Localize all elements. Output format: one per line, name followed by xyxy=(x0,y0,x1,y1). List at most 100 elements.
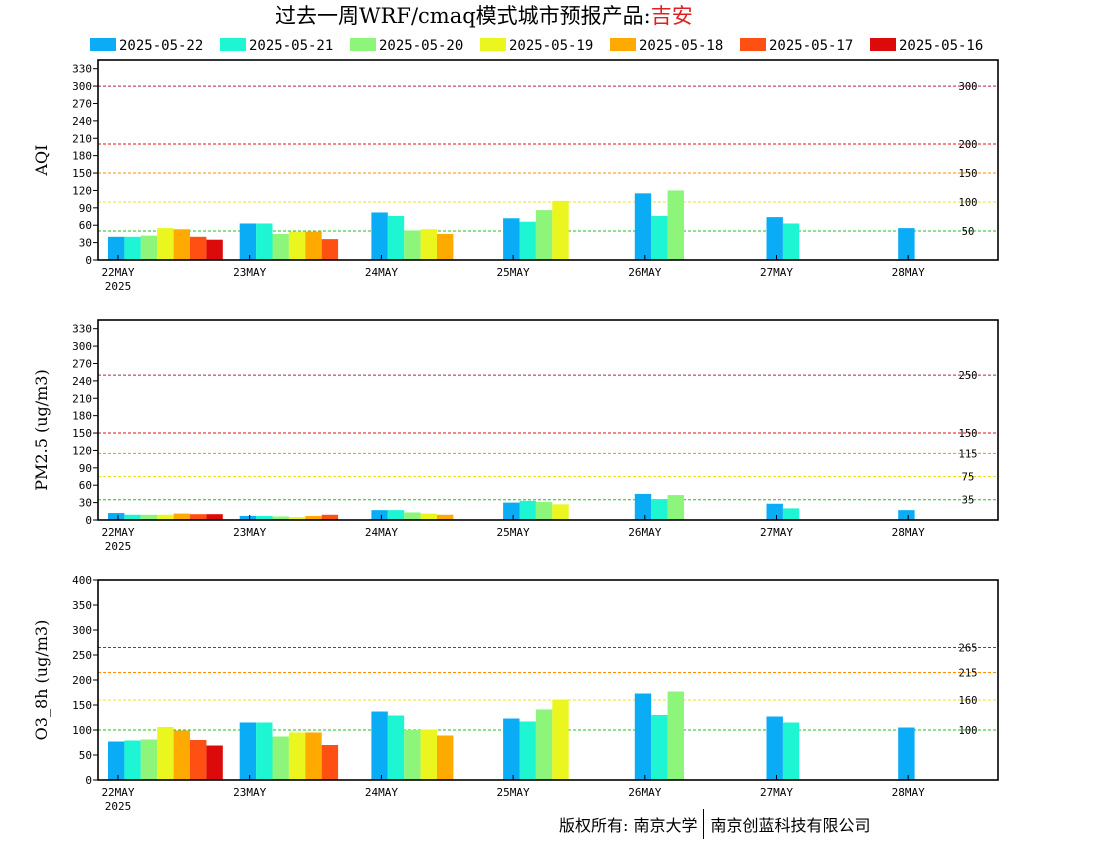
bar-2-s0-c1 xyxy=(239,722,257,780)
year-label-2: 2025 xyxy=(105,800,132,813)
bar-2-s0-c4 xyxy=(634,693,652,780)
bar-2-s6-c0 xyxy=(206,745,223,780)
ytick-label-0-6: 180 xyxy=(72,150,92,163)
bar-2-s5-c0 xyxy=(190,740,207,780)
bar-1-s2-c1 xyxy=(272,516,289,520)
reference-label-2-1: 215 xyxy=(959,668,978,680)
xtick-label-0-4: 26MAY xyxy=(628,266,661,279)
panels: 3002001501005003060901201501802102402703… xyxy=(32,59,999,813)
bar-1-s0-c2 xyxy=(371,510,388,520)
bar-2-s2-c4 xyxy=(667,691,684,780)
bar-0-s1-c1 xyxy=(256,223,273,260)
ytick-label-1-3: 90 xyxy=(79,462,92,475)
bar-1-s1-c0 xyxy=(124,514,141,520)
reference-label-1-4: 35 xyxy=(962,495,975,507)
legend-swatch-5 xyxy=(740,38,766,51)
y-axis-label-1: PM2.5 (ug/m3) xyxy=(32,369,51,490)
xtick-label-0-0: 22MAY xyxy=(101,266,134,279)
bar-0-s0-c2 xyxy=(371,212,388,260)
legend-label-0: 2025-05-22 xyxy=(119,38,203,54)
bar-2-s0-c3 xyxy=(503,718,520,780)
ytick-label-2-1: 50 xyxy=(79,749,92,762)
ytick-label-0-3: 90 xyxy=(79,202,92,215)
bar-1-s4-c0 xyxy=(173,513,190,520)
bar-0-s5-c0 xyxy=(190,236,207,260)
bar-0-s1-c2 xyxy=(387,215,405,260)
ytick-label-2-7: 350 xyxy=(72,599,92,612)
bar-2-s0-c6 xyxy=(898,727,915,780)
bar-0-s0-c4 xyxy=(634,193,652,260)
bar-1-s0-c4 xyxy=(634,493,652,520)
ytick-label-0-5: 150 xyxy=(72,167,92,180)
bar-1-s4-c1 xyxy=(305,515,322,520)
bar-1-s0-c6 xyxy=(898,510,915,520)
footer-separator xyxy=(703,809,705,839)
bar-1-s2-c2 xyxy=(404,512,421,520)
ytick-label-2-2: 100 xyxy=(72,724,92,737)
bar-1-s3-c0 xyxy=(157,514,174,520)
bar-2-s1-c0 xyxy=(124,740,141,780)
ytick-label-1-5: 150 xyxy=(72,427,92,440)
xtick-label-0-3: 25MAY xyxy=(497,266,530,279)
bar-2-s1-c5 xyxy=(782,722,800,780)
bar-1-s1-c5 xyxy=(782,508,800,520)
bar-2-s1-c4 xyxy=(651,715,668,780)
xtick-label-0-2: 24MAY xyxy=(365,266,398,279)
bar-2-s0-c0 xyxy=(108,741,125,780)
y-axis-label-0: AQI xyxy=(32,145,51,177)
bar-2-s0-c2 xyxy=(371,711,388,780)
bar-1-s5-c0 xyxy=(190,514,207,520)
bar-1-s6-c0 xyxy=(206,514,223,520)
ytick-label-1-2: 60 xyxy=(79,479,92,492)
bar-0-s1-c4 xyxy=(651,215,668,260)
bar-0-s1-c5 xyxy=(782,223,800,260)
y-axis-label-2: O3_8h (ug/m3) xyxy=(32,620,51,741)
bar-1-s4-c2 xyxy=(437,514,454,520)
xtick-label-1-2: 24MAY xyxy=(365,526,398,539)
ytick-label-2-8: 400 xyxy=(72,574,92,587)
bar-2-s1-c1 xyxy=(256,722,273,780)
bar-2-s2-c3 xyxy=(535,709,553,780)
bar-1-s2-c4 xyxy=(667,495,684,520)
bar-0-s0-c1 xyxy=(239,223,257,260)
bar-0-s0-c5 xyxy=(766,217,783,260)
reference-label-0-3: 100 xyxy=(959,197,978,209)
bar-1-s1-c2 xyxy=(387,510,405,520)
reference-label-1-0: 250 xyxy=(959,370,978,382)
ytick-label-0-1: 30 xyxy=(79,237,92,250)
legend-label-2: 2025-05-20 xyxy=(379,38,463,54)
reference-label-0-0: 300 xyxy=(959,81,978,93)
xtick-label-2-0: 22MAY xyxy=(101,786,134,799)
bar-0-s2-c4 xyxy=(667,190,684,260)
legend-swatch-3 xyxy=(480,38,506,51)
chart-panel-1: 250 150 115 75 35 0 30 60 90 120 150 180 210 240 270 30… xyxy=(32,319,999,553)
ytick-label-2-3: 150 xyxy=(72,699,92,712)
bar-0-s1-c0 xyxy=(124,236,141,260)
bar-2-s4-c0 xyxy=(173,730,190,780)
bar-1-s5-c1 xyxy=(321,514,339,520)
xtick-label-0-6: 28MAY xyxy=(892,266,925,279)
xtick-label-1-1: 23MAY xyxy=(233,526,266,539)
legend-swatch-6 xyxy=(870,38,896,51)
xtick-label-2-2: 24MAY xyxy=(365,786,398,799)
legend-label-3: 2025-05-19 xyxy=(509,38,593,54)
reference-label-2-0: 265 xyxy=(959,643,978,655)
bar-1-s1-c3 xyxy=(519,500,536,520)
bar-2-s4-c2 xyxy=(437,735,454,780)
bar-2-s3-c1 xyxy=(288,732,306,780)
legend-swatch-4 xyxy=(610,38,636,51)
bar-0-s3-c2 xyxy=(420,229,437,260)
plot-frame-1 xyxy=(97,319,999,521)
bar-0-s0-c0 xyxy=(108,236,125,260)
bar-2-s1-c3 xyxy=(519,721,536,780)
reference-label-0-1: 200 xyxy=(959,139,978,151)
xtick-label-2-1: 23MAY xyxy=(233,786,266,799)
bar-0-s3-c0 xyxy=(157,228,174,260)
chart-panel-2: 265 215 160 100 0 50 100 150 200 250 300 350 400 22MA… xyxy=(32,574,999,813)
reference-label-2-2: 160 xyxy=(959,695,978,707)
xtick-label-2-5: 27MAY xyxy=(760,786,793,799)
bar-0-s0-c3 xyxy=(503,218,520,260)
reference-label-0-2: 150 xyxy=(959,168,978,180)
ytick-label-0-11: 330 xyxy=(72,63,92,76)
